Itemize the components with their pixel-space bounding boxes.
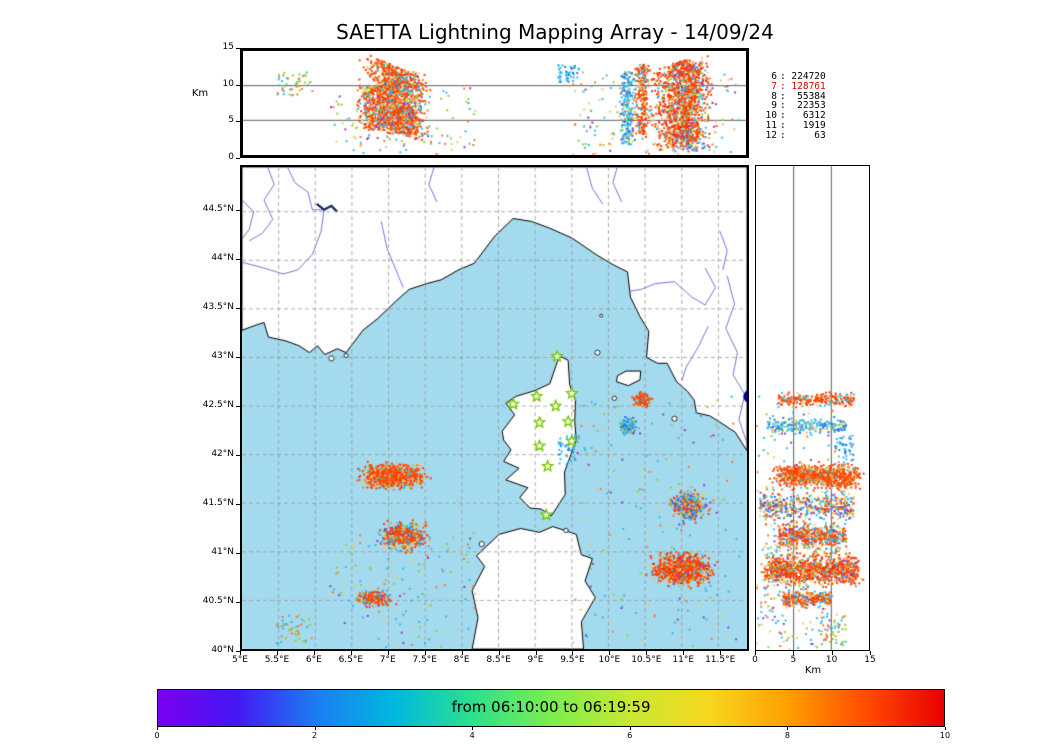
tick-mark — [236, 651, 240, 652]
tick-mark — [314, 727, 316, 730]
tick-mark — [240, 651, 241, 655]
tick-mark — [236, 48, 240, 49]
tick-mark — [535, 651, 537, 655]
map-canvas — [242, 167, 747, 649]
tick-label: 6.5°E — [338, 655, 364, 665]
source-counts-legend: 6:224720 7:128761 8:55384 9:22353 10:6312 11:… — [764, 72, 826, 141]
tick-mark — [787, 727, 789, 730]
tick-mark — [793, 651, 795, 655]
tick-mark — [236, 455, 240, 457]
time-window-label: from 06:10:00 to 06:19:59 — [451, 698, 651, 716]
tick-mark — [572, 651, 574, 655]
tick-mark — [236, 357, 240, 359]
tick-mark — [236, 84, 240, 86]
tick-mark — [755, 651, 756, 655]
tick-mark — [236, 259, 240, 261]
tick-mark — [945, 727, 946, 730]
tick-label: 8.5°E — [486, 655, 511, 665]
tick-label: 40.5°N — [202, 596, 234, 606]
tick-mark — [387, 651, 389, 655]
tick-label: 2 — [312, 731, 318, 740]
tick-label: 10 — [222, 78, 234, 89]
source-count-row: 11:1919 — [765, 119, 826, 131]
tick-mark — [313, 651, 315, 655]
tick-mark — [236, 602, 240, 603]
altitude-latitude-panel — [755, 165, 870, 651]
source-count-row: 6:224720 — [771, 71, 826, 82]
tick-label: 6 — [627, 731, 633, 740]
tick-label: 10 — [939, 731, 951, 740]
tick-mark — [646, 651, 648, 655]
tick-label: 43.5°N — [202, 302, 234, 313]
tick-label: 0 — [154, 731, 160, 740]
tick-mark — [276, 651, 278, 655]
tick-mark — [236, 121, 240, 123]
tick-label: 9°E — [527, 655, 544, 665]
alt-axis-label-right: Km — [804, 665, 822, 676]
source-count-row: 12:63 — [765, 129, 826, 141]
tick-label: 6°E — [305, 655, 322, 665]
tick-label: 8°E — [453, 655, 470, 665]
source-count-row: 8:55384 — [771, 90, 826, 102]
tick-mark — [609, 651, 611, 655]
tick-label: 42°N — [211, 449, 234, 460]
tick-label: 44°N — [211, 253, 234, 264]
tick-mark — [236, 504, 240, 506]
tick-mark — [236, 553, 240, 555]
tick-mark — [236, 406, 240, 408]
source-count-row: 9:22353 — [771, 100, 826, 112]
tick-label: 5 — [228, 115, 234, 126]
tick-label: 10°E — [598, 655, 621, 665]
source-count-row: 7:128761 — [771, 80, 826, 92]
time-colorbar: from 06:10:00 to 06:19:59 — [157, 689, 945, 727]
tick-mark — [683, 651, 685, 655]
alt-axis-label: Km — [191, 88, 209, 99]
altitude-longitude-panel — [240, 48, 749, 158]
map-panel — [240, 165, 749, 651]
altitude-longitude-canvas — [243, 51, 746, 155]
tick-label: 43°N — [211, 351, 234, 362]
tick-label: 7°E — [379, 655, 396, 665]
tick-label: 11.5°E — [705, 655, 736, 665]
chart-title: SAETTA Lightning Mapping Array - 14/09/2… — [336, 20, 774, 44]
tick-label: 10 — [825, 655, 838, 665]
tick-mark — [236, 210, 240, 212]
tick-mark — [498, 651, 500, 655]
altitude-latitude-canvas — [756, 166, 869, 650]
tick-label: 4 — [469, 731, 475, 740]
tick-mark — [629, 727, 631, 730]
tick-label: 41.5°N — [202, 498, 234, 509]
tick-label: 8 — [784, 731, 790, 740]
tick-label: 11°E — [672, 655, 695, 665]
tick-label: 0 — [228, 152, 234, 162]
tick-mark — [870, 651, 871, 655]
tick-label: 5°E — [232, 655, 248, 665]
tick-label: 40°N — [211, 645, 234, 655]
tick-mark — [831, 651, 833, 655]
tick-mark — [472, 727, 474, 730]
tick-mark — [236, 308, 240, 310]
tick-label: 0 — [752, 655, 758, 665]
tick-mark — [720, 651, 722, 655]
tick-mark — [157, 727, 158, 730]
tick-mark — [350, 651, 352, 655]
tick-label: 5 — [790, 655, 797, 665]
tick-label: 41°N — [211, 547, 234, 558]
tick-label: 15 — [864, 655, 876, 665]
tick-label: 15 — [222, 42, 234, 52]
tick-label: 7.5°E — [412, 655, 437, 665]
source-count-row: 10:6312 — [765, 110, 826, 122]
tick-label: 42.5°N — [202, 400, 234, 411]
tick-label: 5.5°E — [264, 655, 290, 665]
tick-label: 44.5°N — [202, 204, 234, 215]
tick-label: 10.5°E — [631, 655, 662, 665]
tick-mark — [424, 651, 426, 655]
tick-mark — [461, 651, 463, 655]
tick-label: 9.5°E — [560, 655, 585, 665]
tick-mark — [236, 158, 240, 159]
